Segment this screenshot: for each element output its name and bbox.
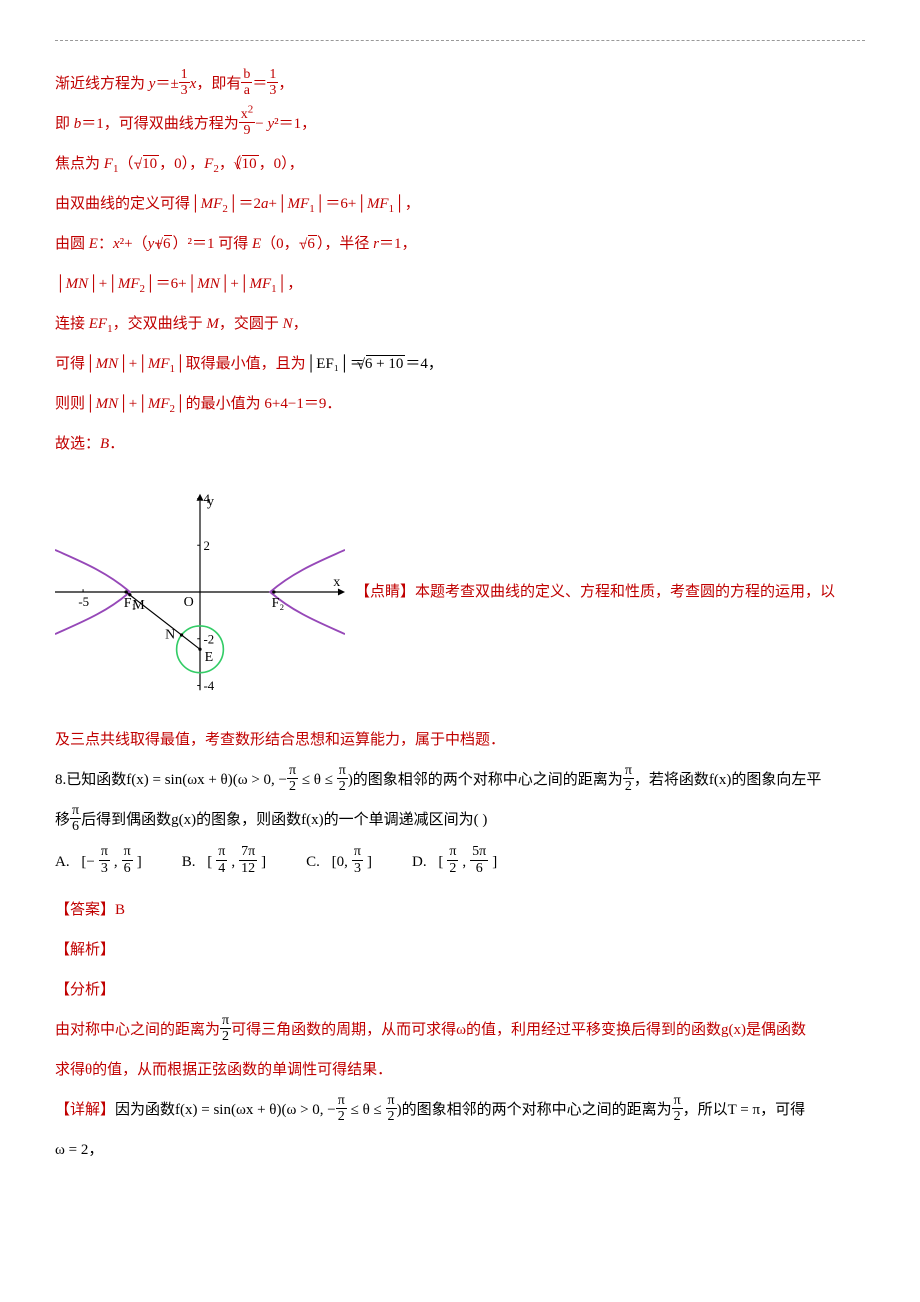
- tip-text-b: 及三点共线取得最值，考查数形结合思想和运算能力，属于中档题．: [55, 722, 865, 758]
- svg-text:y: y: [207, 493, 214, 509]
- svg-text:O: O: [184, 594, 194, 610]
- svg-text:x: x: [333, 574, 340, 590]
- solution-line-8: 可得│MN│+│MF1│取得最小值，且为│EF₁│＝6 + 10＝4，: [55, 346, 865, 382]
- svg-text:F₂: F₂: [272, 595, 285, 611]
- option-a: A. [−π3,π6]: [55, 844, 142, 880]
- solution-line-1: 渐近线方程为 y＝±13x，即有ba＝13，: [55, 66, 865, 102]
- question-8-line-1: 8.已知函数f(x) = sin(ωx + θ)(ω > 0, −π2 ≤ θ …: [55, 762, 865, 798]
- svg-text:-2: -2: [204, 632, 215, 646]
- option-d: D. [π2,5π6]: [412, 844, 497, 880]
- detail-line-2: ω = 2，: [55, 1132, 865, 1168]
- svg-text:E: E: [205, 649, 214, 665]
- svg-text:M: M: [132, 597, 145, 613]
- svg-text:-4: -4: [204, 679, 215, 693]
- analysis-line-1: 由对称中心之间的距离为π2可得三角函数的周期，从而可求得ω的值，利用经过平移变换…: [55, 1012, 865, 1048]
- svg-text:-5: -5: [78, 595, 89, 609]
- answer-label: 【答案】B: [55, 892, 865, 928]
- hyperbola-figure: 2-24-4-5yxOF₁F₂MNE: [55, 472, 345, 712]
- option-list: A. [−π3,π6] B. [π4,7π12] C. [0,π3] D. [π…: [55, 844, 865, 880]
- figure-row: 2-24-4-5yxOF₁F₂MNE 【点睛】本题考查双曲线的定义、方程和性质，…: [55, 472, 865, 712]
- svg-text:2: 2: [204, 539, 210, 553]
- solution-line-7: 连接 EF1，交双曲线于 M，交圆于 N，: [55, 306, 865, 342]
- svg-text:N: N: [165, 627, 175, 643]
- solution-line-2: 即 b＝1，可得双曲线方程为x29− y²＝1，: [55, 106, 865, 142]
- option-c: C. [0,π3]: [306, 844, 372, 880]
- analysis-label: 【解析】: [55, 932, 865, 968]
- detail-line-1: 【详解】因为函数f(x) = sin(ωx + θ)(ω > 0, −π2 ≤ …: [55, 1092, 865, 1128]
- solution-line-4: 由双曲线的定义可得│MF2│＝2a+│MF1│＝6+│MF1│，: [55, 186, 865, 222]
- analysis-line-2: 求得θ的值，从而根据正弦函数的单调性可得结果．: [55, 1052, 865, 1088]
- solution-line-6: │MN│+│MF2│＝6+│MN│+│MF1│，: [55, 266, 865, 302]
- tip-text-a: 【点睛】本题考查双曲线的定义、方程和性质，考查圆的方程的运用，以: [355, 574, 865, 610]
- solution-line-5: 由圆 E：x²+（y+6）²＝1 可得 E（0，−6），半径 r＝1，: [55, 226, 865, 262]
- fenxi-label: 【分析】: [55, 972, 865, 1008]
- solution-line-10: 故选：B．: [55, 426, 865, 462]
- option-b: B. [π4,7π12]: [182, 844, 266, 880]
- solution-line-9: 则则│MN│+│MF2│的最小值为 6+4−1＝9．: [55, 386, 865, 422]
- solution-line-3: 焦点为 F1（−10，0），F2，（10，0），: [55, 146, 865, 182]
- question-8-line-2: 移π6后得到偶函数g(x)的图象，则函数f(x)的一个单调递减区间为( ): [55, 802, 865, 838]
